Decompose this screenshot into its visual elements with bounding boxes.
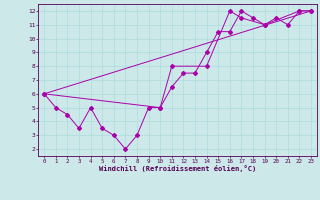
X-axis label: Windchill (Refroidissement éolien,°C): Windchill (Refroidissement éolien,°C) (99, 165, 256, 172)
